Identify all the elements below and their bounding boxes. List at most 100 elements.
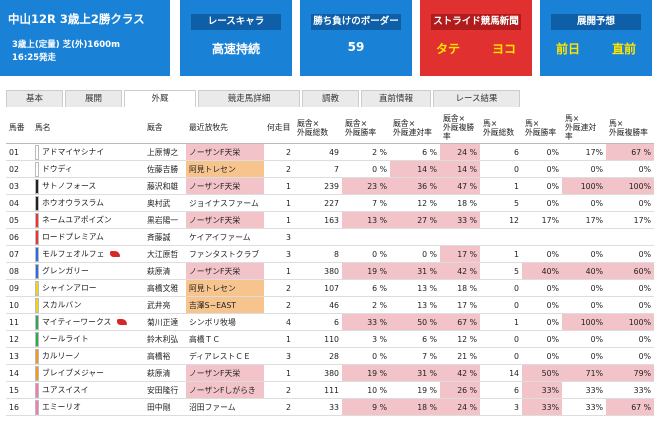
tab[interactable]: 基本 xyxy=(6,90,63,107)
tab[interactable]: 展開 xyxy=(65,90,122,107)
cell: 26 % xyxy=(440,381,480,399)
horse-icon xyxy=(117,319,128,325)
cell-text: 0% xyxy=(638,300,651,310)
tab[interactable]: 調教 xyxy=(302,90,359,107)
cell: 40% xyxy=(522,262,562,280)
cell: 2 % xyxy=(342,296,390,314)
cell-text: アドマイヤシナイ xyxy=(42,147,105,156)
cell: 12 % xyxy=(440,330,480,348)
frame-color xyxy=(35,348,39,364)
tab[interactable]: 外厩 xyxy=(124,90,196,107)
cell: 3 xyxy=(264,245,294,263)
panel-values: 高速持続 xyxy=(180,40,292,57)
cell-text: 0% xyxy=(638,249,651,259)
cell-text: ノーザンFしがらき xyxy=(189,385,256,395)
cell-text: 0% xyxy=(590,198,603,208)
cell: 17% xyxy=(562,211,606,229)
cell: 3 xyxy=(264,228,294,246)
table-row: 13 カルリーノ 高橋裕 ディアレストＣＥ 3 28 0 % 7 % 21 % 0 0% 0% 0% xyxy=(6,347,654,365)
panel-value: 59 xyxy=(347,40,365,54)
cell: 0% xyxy=(522,160,562,178)
cell: 萩原清 xyxy=(144,262,186,280)
cell: 18 % xyxy=(440,279,480,297)
cell-text: ロードプレミアム xyxy=(42,232,104,241)
cell: 46 xyxy=(294,296,342,314)
cell: 0% xyxy=(606,347,654,365)
tab[interactable]: 競走馬詳細 xyxy=(198,90,300,107)
cell-text: 33% xyxy=(541,402,559,412)
cell-text: 9 % xyxy=(372,402,387,412)
cell: 08 xyxy=(6,262,32,280)
cell: 1 xyxy=(264,194,294,212)
tab[interactable]: レース結果 xyxy=(433,90,520,107)
cell-text: 0% xyxy=(638,334,651,344)
cell-text: 10 % xyxy=(367,385,387,395)
cell: 19 % xyxy=(342,262,390,280)
cell: マイティーワークス xyxy=(32,313,144,331)
cell: 14 xyxy=(480,364,522,382)
cell: シャインアロー xyxy=(32,279,144,297)
cell-text: 380 xyxy=(324,368,339,378)
cell-text: ノーザンF天栄 xyxy=(189,266,241,276)
table-row: 11 マイティーワークス 菊川正達 シンボリ牧場 4 6 33 % 50 % 67 % 1 0% 10… xyxy=(6,313,654,331)
cell-text: ケイアイファーム xyxy=(189,232,251,242)
cell-text: 7 % xyxy=(372,198,387,208)
header-line: 外厩総数 xyxy=(483,127,515,137)
cell: 27 % xyxy=(390,211,440,229)
cell: 14 % xyxy=(390,160,440,178)
cell: 4 xyxy=(264,313,294,331)
header-line: 馬× xyxy=(525,118,540,128)
cell: 吉澤S−EAST xyxy=(186,296,264,314)
cell: 2 xyxy=(264,296,294,314)
cell-text: 60% xyxy=(633,266,651,276)
cell-text: 18 % xyxy=(457,198,477,208)
table-row: 16 エミーリオ 田中剛 沼田ファーム 2 33 9 % 18 % 24 % 3 33% 33% 67 … xyxy=(6,398,654,416)
cell-text: 3 xyxy=(286,232,291,242)
cell-text: 0% xyxy=(590,300,603,310)
panel-values: タテ ヨコ xyxy=(420,40,532,57)
cell-text: 0 xyxy=(514,164,519,174)
cell-text: 沼田ファーム xyxy=(189,402,236,412)
cell: モルフェオルフェ xyxy=(32,245,144,263)
cell xyxy=(562,228,606,246)
cell-text: 2 % xyxy=(372,300,387,310)
frame-color xyxy=(35,246,39,262)
cell-text: 2 xyxy=(286,164,291,174)
table-row: 04 ホウオウラスラム 奥村武 ジョイナスファーム 1 227 7 % 12 % 18 % 5 0%… xyxy=(6,194,654,212)
column-header: 厩舎× 外厩勝率 xyxy=(342,112,390,144)
cell: 9 % xyxy=(342,398,390,416)
cell: ノーザンF天栄 xyxy=(186,364,264,382)
cell: ネームユアポイズン xyxy=(32,211,144,229)
cell: 5 xyxy=(480,194,522,212)
table-row: 10 スカルバン 武井亮 吉澤S−EAST 2 46 2 % 13 % 17 % 0 0% 0% 0% xyxy=(6,296,654,314)
cell: 23 % xyxy=(342,177,390,195)
cell-text: 09 xyxy=(9,283,19,293)
cell: 1 xyxy=(480,177,522,195)
cell-text: 17% xyxy=(633,215,651,225)
cell-text: ユアスイスイ xyxy=(42,385,89,394)
cell-text: モルフェオルフェ xyxy=(42,249,105,258)
frame-color xyxy=(35,399,39,415)
cell: 100% xyxy=(606,313,654,331)
panel-value: 前日 xyxy=(555,42,580,56)
cell-text: 6 xyxy=(514,385,519,395)
cell-text: 鈴木利弘 xyxy=(147,334,179,344)
tab[interactable]: 直前情報 xyxy=(361,90,431,107)
cell: ノーザンFしがらき xyxy=(186,381,264,399)
column-header: 厩舎 xyxy=(144,112,186,144)
cell-text: 0% xyxy=(590,334,603,344)
cell: 0% xyxy=(606,245,654,263)
cell-text: 0 xyxy=(514,300,519,310)
cell: 21 % xyxy=(440,347,480,365)
cell-text: 107 xyxy=(324,283,339,293)
header-line: 厩舎× xyxy=(345,118,368,128)
cell-text: 1 xyxy=(286,266,291,276)
cell: 24 % xyxy=(440,398,480,416)
cell: 0% xyxy=(562,296,606,314)
cell: 67 % xyxy=(606,398,654,416)
cell xyxy=(606,228,654,246)
cell-text: 1 xyxy=(514,317,519,327)
cell-text: 0 % xyxy=(372,351,387,361)
cell-text: 萩原清 xyxy=(147,266,171,276)
cell-text: 吉澤S−EAST xyxy=(189,300,237,310)
